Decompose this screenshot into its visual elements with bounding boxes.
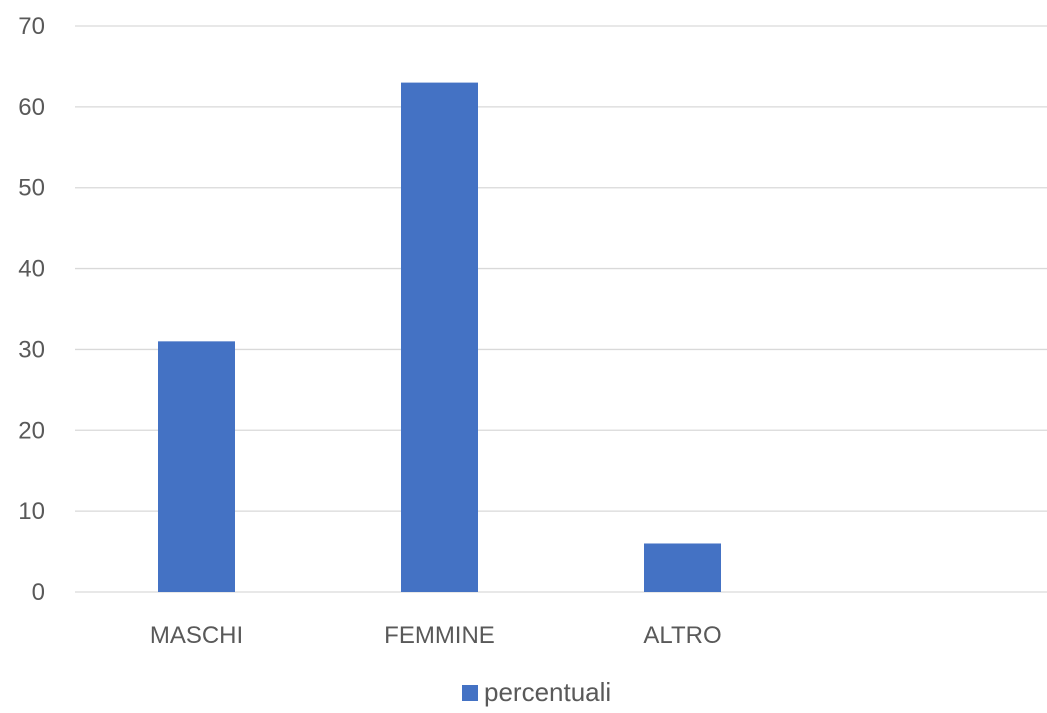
y-tick-label: 30 — [18, 336, 45, 363]
legend-label: percentuali — [484, 677, 611, 707]
x-category-label: MASCHI — [150, 622, 243, 649]
gridlines — [75, 25, 1047, 593]
y-tick-label: 70 — [18, 13, 45, 40]
y-tick-label: 60 — [18, 94, 45, 121]
legend: percentuali — [462, 677, 611, 707]
bars — [158, 82, 721, 592]
bar-femmine — [401, 82, 478, 592]
x-category-label: FEMMINE — [384, 622, 495, 649]
y-tick-label: 50 — [18, 175, 45, 202]
y-tick-label: 0 — [32, 579, 45, 606]
legend-swatch — [462, 685, 478, 701]
bar-maschi — [158, 341, 235, 592]
x-category-label: ALTRO — [643, 622, 721, 649]
y-axis-ticks: 0 10 20 30 40 50 60 70 — [18, 13, 45, 606]
bar-altro — [644, 543, 721, 592]
y-tick-label: 20 — [18, 417, 45, 444]
y-tick-label: 40 — [18, 256, 45, 283]
x-axis-categories: MASCHI FEMMINE ALTRO — [150, 622, 722, 649]
y-tick-label: 10 — [18, 498, 45, 525]
